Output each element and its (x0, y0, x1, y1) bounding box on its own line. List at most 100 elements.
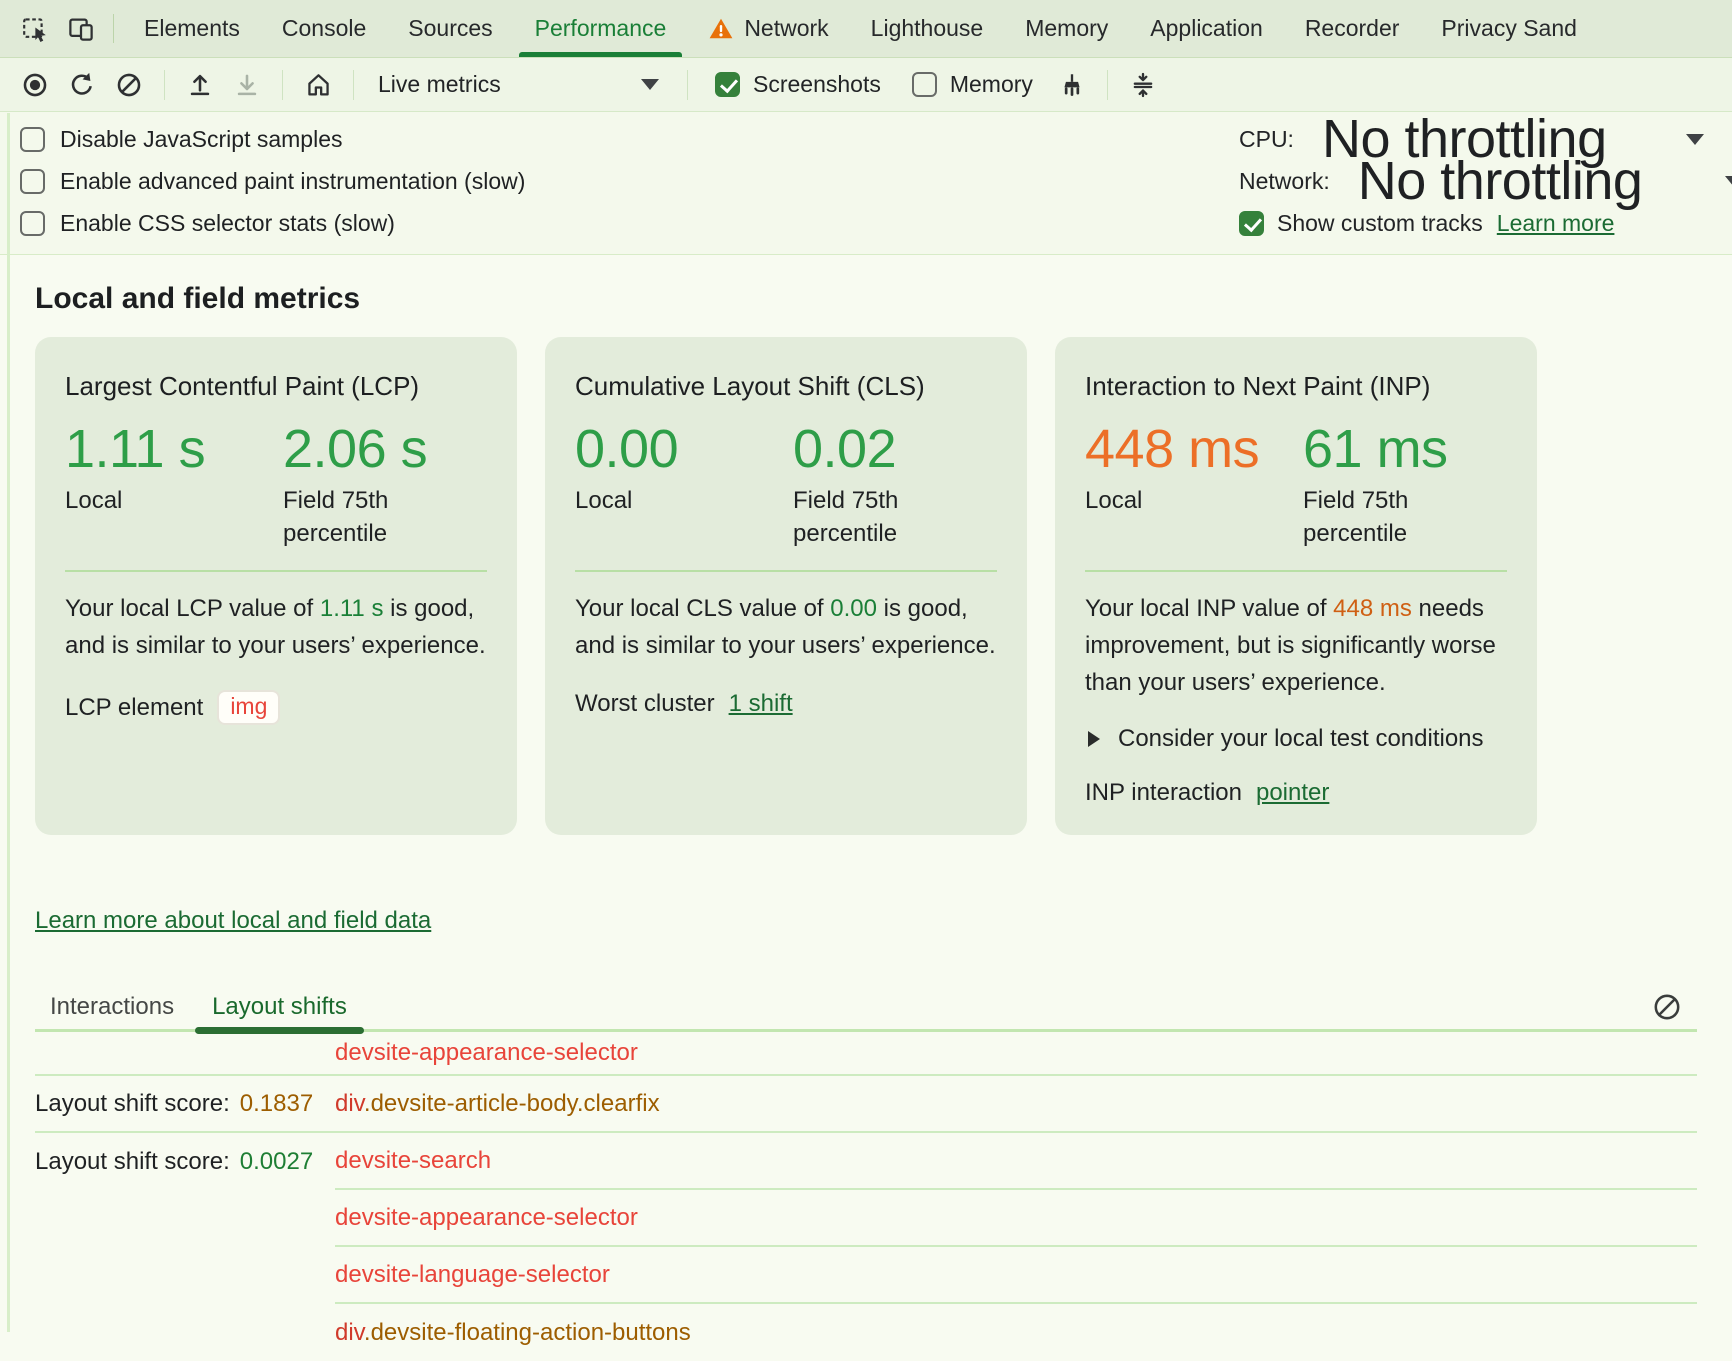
layout-shift-rows: devsite-appearance-selector Layout shift… (35, 1032, 1697, 1361)
element-selector-link[interactable]: devsite-language-selector (335, 1260, 610, 1288)
broom-icon (1064, 73, 1080, 96)
collapse-icon (1133, 72, 1153, 97)
collapse-button[interactable] (1122, 64, 1164, 106)
inp-interaction-label: INP interaction (1085, 779, 1242, 806)
tab-interactions[interactable]: Interactions (50, 993, 175, 1020)
checkbox-checked-icon (715, 72, 740, 97)
checkbox-unchecked-icon (20, 168, 45, 194)
tab-console[interactable]: Console (281, 15, 367, 41)
inp-interaction-link[interactable]: pointer (1255, 779, 1330, 806)
element-selector-link[interactable]: devsite-search (335, 1146, 492, 1174)
checkbox-unchecked-icon (911, 72, 937, 97)
layout-shift-row[interactable]: devsite-appearance-selector (35, 1190, 1697, 1247)
inspect-button[interactable] (12, 0, 58, 57)
divider (65, 570, 487, 572)
layout-shift-row[interactable]: devsite-language-selector (35, 1247, 1697, 1304)
devtools-tabbar: Elements Console Sources Performance Net… (0, 0, 1732, 58)
panel-left-border (7, 113, 10, 1332)
field-label: Field 75th percentile (1303, 487, 1409, 547)
chevron-down-icon (641, 79, 659, 90)
css-selector-stats-checkbox[interactable]: Enable CSS selector stats (slow) (20, 202, 1732, 244)
show-custom-tracks-row: Show custom tracks Learn more (1239, 202, 1732, 244)
upload-icon (190, 74, 210, 95)
page-title: Local and field metrics (35, 282, 361, 315)
metric-card-inp: Interaction to Next Paint (INP) 448 ms L… (1055, 337, 1537, 835)
tab-memory[interactable]: Memory (1025, 15, 1109, 41)
tab-layout-shifts[interactable]: Layout shifts (195, 985, 364, 1034)
layout-shift-row[interactable]: Layout shift score: 0.0027 devsite-searc… (35, 1133, 1697, 1190)
local-label: Local (575, 487, 633, 514)
home-icon (307, 74, 329, 96)
tab-lighthouse[interactable]: Lighthouse (870, 15, 984, 41)
disable-js-samples-checkbox[interactable]: Disable JavaScript samples (20, 118, 1732, 160)
card-title: Interaction to Next Paint (INP) (1085, 371, 1431, 401)
shift-score: 0.0027 (239, 1147, 314, 1175)
metric-description: Your local CLS value of 0.00 is good, an… (575, 595, 996, 659)
lcp-element-label: LCP element (65, 693, 204, 721)
divider (687, 69, 688, 100)
live-metrics-select[interactable]: Live metrics (368, 64, 673, 106)
chevron-down-icon (1686, 134, 1704, 145)
element-selector-link[interactable]: devsite-appearance-selector (335, 1039, 638, 1066)
local-value: 1.11 s (65, 419, 206, 479)
checkbox-unchecked-icon (20, 126, 45, 152)
tab-performance[interactable]: Performance (514, 0, 688, 57)
element-selector-link[interactable]: devsite-appearance-selector (335, 1203, 638, 1231)
record-button[interactable] (14, 64, 56, 106)
layout-shift-row[interactable]: devsite-appearance-selector (35, 1032, 1697, 1076)
clear-log-button[interactable] (1651, 991, 1683, 1023)
collect-garbage-button[interactable] (1051, 64, 1093, 106)
tab-elements[interactable]: Elements (144, 15, 240, 41)
metric-card-cls: Cumulative Layout Shift (CLS) 0.00 Local… (545, 337, 1027, 835)
record-icon (23, 73, 47, 96)
worst-cluster-label: Worst cluster (575, 690, 715, 717)
device-toolbar-button[interactable] (58, 0, 104, 57)
tab-sources[interactable]: Sources (408, 15, 493, 41)
tab-recorder[interactable]: Recorder (1304, 15, 1400, 41)
local-label: Local (65, 487, 123, 514)
advanced-paint-instrumentation-checkbox[interactable]: Enable advanced paint instrumentation (s… (20, 160, 1732, 202)
save-profile-button[interactable] (226, 64, 268, 106)
record-and-reload-button[interactable] (61, 64, 103, 106)
metric-description: Your local INP value of 448 ms needs imp… (1085, 595, 1496, 696)
divider (353, 69, 354, 100)
load-profile-button[interactable] (179, 64, 221, 106)
element-selector-link[interactable]: div.devsite-article-body.clearfix (335, 1089, 660, 1117)
layout-shifts-section: Interactions Layout shifts devsite-appea… (35, 985, 1697, 1361)
local-test-conditions-disclosure[interactable]: Consider your local test conditions (1085, 725, 1507, 753)
layout-shift-row[interactable]: div.devsite-floating-action-buttons (35, 1304, 1697, 1361)
divider (113, 14, 114, 43)
show-custom-tracks-checkbox[interactable]: Show custom tracks (1239, 210, 1483, 237)
screenshots-checkbox[interactable]: Screenshots (702, 71, 894, 98)
performance-toolbar: Live metrics Screenshots Memory (0, 58, 1732, 112)
local-value: 448 ms (1085, 419, 1260, 479)
home-button[interactable] (297, 64, 339, 106)
card-title: Cumulative Layout Shift (CLS) (575, 371, 925, 401)
clear-button[interactable] (108, 64, 150, 106)
layout-shift-row[interactable]: Layout shift score: 0.1837 div.devsite-a… (35, 1076, 1697, 1133)
field-label: Field 75th percentile (793, 487, 899, 547)
download-icon (237, 74, 257, 95)
shift-score: 0.1837 (239, 1089, 314, 1117)
cpu-throttling-select[interactable]: CPU: No throttling (1239, 110, 1732, 168)
inspect-icon (23, 17, 46, 42)
divider (1106, 69, 1108, 100)
tab-network[interactable]: Network (687, 0, 849, 57)
divider (1085, 570, 1507, 572)
checkbox-unchecked-icon (20, 210, 45, 236)
clear-icon (117, 73, 141, 96)
worst-cluster-link[interactable]: 1 shift (728, 690, 793, 717)
block-icon (1654, 994, 1680, 1020)
checkbox-checked-icon (1239, 210, 1264, 236)
shift-score-label: Layout shift score: (35, 1147, 230, 1175)
tab-application[interactable]: Application (1150, 15, 1263, 41)
network-throttling-select[interactable]: Network: No throttling (1239, 152, 1732, 210)
local-label: Local (1085, 487, 1143, 514)
memory-checkbox[interactable]: Memory (899, 71, 1046, 98)
custom-tracks-learn-more-link[interactable]: Learn more (1496, 209, 1615, 236)
learn-more-local-field-link[interactable]: Learn more about local and field data (35, 907, 432, 934)
element-selector-link[interactable]: div.devsite-floating-action-buttons (335, 1318, 691, 1346)
lcp-element-tag[interactable]: img (217, 690, 281, 725)
tab-privacy-sandbox[interactable]: Privacy Sand (1441, 15, 1577, 41)
